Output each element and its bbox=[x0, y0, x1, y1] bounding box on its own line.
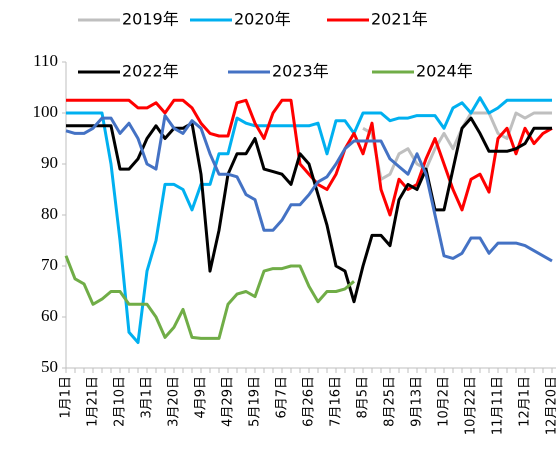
legend-label: 2020年 bbox=[234, 10, 291, 29]
x-tick-label: 9月13日 bbox=[410, 376, 425, 427]
x-tick-label: 12月1日 bbox=[518, 376, 533, 427]
x-tick-label: 1月1日 bbox=[59, 376, 74, 419]
legend-label: 2021年 bbox=[371, 10, 428, 29]
series-line bbox=[66, 116, 552, 304]
x-tick-label: 4月29日 bbox=[221, 376, 236, 427]
y-tick-label: 90 bbox=[41, 153, 58, 172]
series-line bbox=[66, 96, 552, 344]
y-tick-label: 80 bbox=[41, 204, 58, 223]
x-tick-label: 3月20日 bbox=[167, 376, 182, 427]
x-tick-label: 6月7日 bbox=[275, 376, 290, 419]
x-tick-label: 2月10日 bbox=[113, 376, 128, 427]
x-tick-label: 7月16日 bbox=[329, 376, 344, 427]
x-tick-label: 10月22日 bbox=[464, 376, 479, 435]
series-line bbox=[64, 255, 355, 340]
x-tick-label: 4月9日 bbox=[194, 376, 209, 419]
y-tick-label: 110 bbox=[33, 51, 58, 70]
x-tick-label: 8月5日 bbox=[356, 376, 371, 419]
legend-label: 2022年 bbox=[122, 62, 179, 81]
x-tick-label: 12月20日 bbox=[545, 376, 556, 435]
y-tick-label: 100 bbox=[33, 102, 59, 121]
x-tick-label: 11月11日 bbox=[491, 376, 506, 435]
x-tick-label: 6月26日 bbox=[302, 376, 317, 427]
x-tick-label: 10月2日 bbox=[437, 376, 452, 427]
x-tick-label: 5月19日 bbox=[248, 376, 263, 427]
y-tick-label: 70 bbox=[41, 255, 58, 274]
y-tick-label: 50 bbox=[41, 357, 58, 376]
series-line bbox=[66, 98, 553, 217]
legend-label: 2024年 bbox=[416, 62, 473, 81]
x-tick-label: 3月1日 bbox=[140, 376, 155, 419]
legend-label: 2023年 bbox=[272, 62, 329, 81]
legend-label: 2019年 bbox=[122, 10, 179, 29]
x-tick-label: 8月25日 bbox=[383, 376, 398, 427]
x-tick-label: 1月21日 bbox=[86, 376, 101, 427]
series-line bbox=[65, 114, 553, 263]
y-tick-label: 60 bbox=[41, 306, 58, 325]
